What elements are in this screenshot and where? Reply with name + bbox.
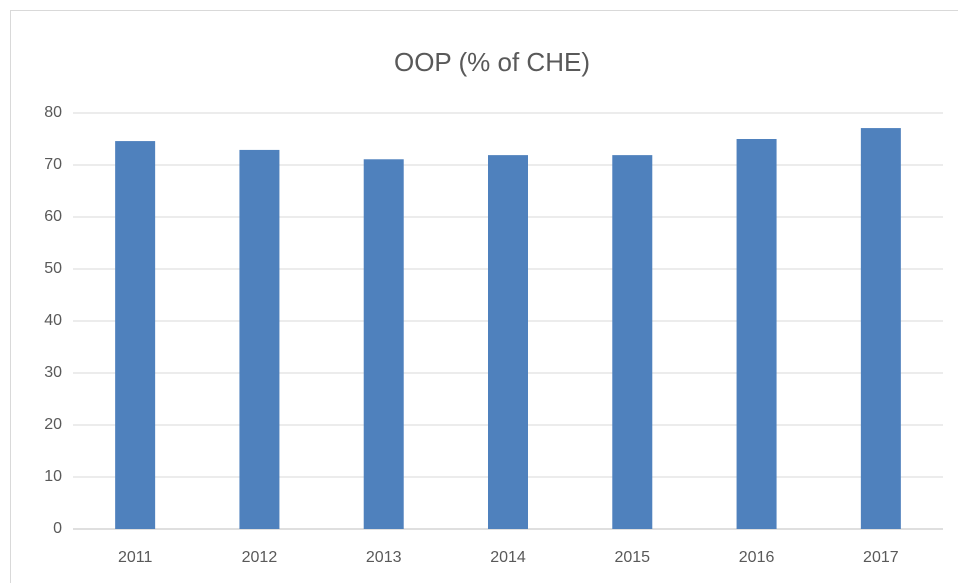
- y-tick-label: 70: [44, 156, 62, 173]
- y-tick-label: 10: [44, 468, 62, 485]
- y-tick-label: 60: [44, 208, 62, 225]
- bar: [488, 155, 528, 529]
- chart-border: [10, 10, 958, 583]
- y-tick-label: 40: [44, 312, 62, 329]
- bar: [736, 139, 777, 529]
- y-tick-label: 20: [44, 416, 62, 433]
- x-tick-label: 2012: [242, 549, 278, 566]
- x-tick-label: 2014: [490, 549, 526, 566]
- y-tick-label: 30: [44, 364, 62, 381]
- x-tick-label: 2011: [118, 549, 153, 566]
- x-tick-label: 2016: [739, 549, 775, 566]
- bar: [363, 159, 404, 529]
- chart-title: OOP (% of CHE): [394, 47, 590, 77]
- x-tick-label: 2017: [863, 549, 899, 566]
- x-tick-label: 2013: [366, 549, 402, 566]
- y-tick-label: 50: [44, 260, 62, 277]
- x-tick-label: 2015: [614, 549, 650, 566]
- bar: [115, 141, 156, 529]
- bar: [860, 128, 901, 529]
- bar: [239, 149, 280, 530]
- y-tick-label: 0: [53, 520, 62, 537]
- y-tick-label: 80: [44, 104, 62, 121]
- bar: [612, 155, 653, 529]
